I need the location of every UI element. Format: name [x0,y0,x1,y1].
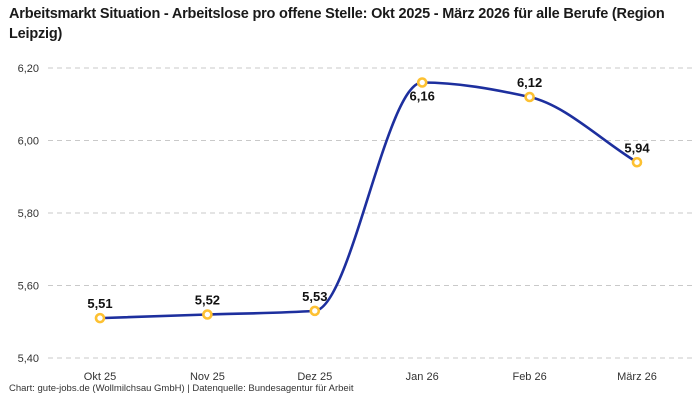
data-point-label: 5,53 [302,289,327,304]
x-tick-label: Nov 25 [190,371,225,383]
chart-title: Arbeitsmarkt Situation - Arbeitslose pro… [9,6,665,42]
y-tick-label: 5,80 [18,208,39,220]
data-point-marker [631,156,643,168]
data-point-marker [309,305,321,317]
y-tick-label: 6,00 [18,136,39,148]
data-point-marker [416,77,428,88]
data-point-marker [202,309,213,320]
data-point-label: 5,94 [624,140,650,155]
x-tick-label: Feb 26 [512,371,546,383]
y-tick-label: 5,60 [18,281,39,293]
x-tick-label: Dez 25 [297,371,332,383]
data-point-label: 6,16 [410,89,435,104]
x-tick-label: Okt 25 [84,371,116,383]
data-point-label: 5,52 [195,293,220,308]
x-tick-label: März 26 [617,371,657,383]
data-point-label: 6,12 [517,75,542,90]
chart-credit: Chart: gute-jobs.de (Wollmilchsau GmbH) … [9,383,354,394]
x-tick-label: Jan 26 [406,371,439,383]
series-line [98,81,639,320]
y-tick-label: 6,20 [18,63,39,75]
data-point-marker [94,312,106,324]
data-point-label: 5,51 [87,296,112,311]
data-point-marker [524,91,535,103]
y-tick-label: 5,40 [18,353,39,365]
